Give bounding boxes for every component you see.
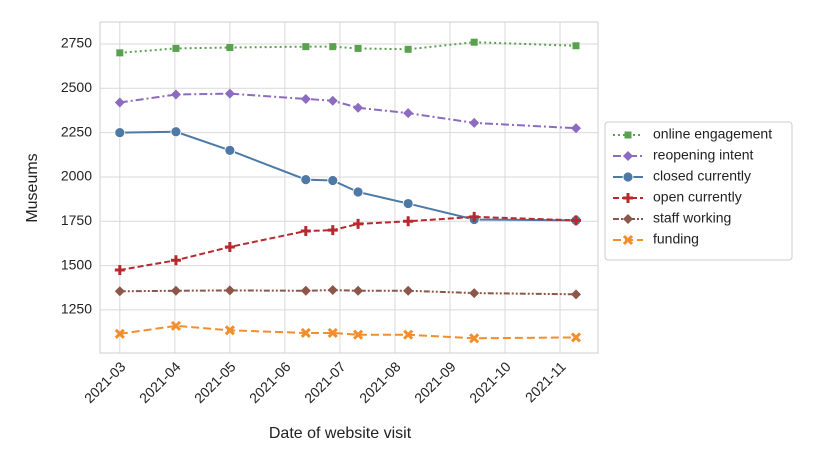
marker xyxy=(224,241,235,252)
marker xyxy=(300,226,311,237)
y-tick-label: 1500 xyxy=(61,256,92,272)
marker xyxy=(224,144,236,156)
y-tick-label: 2250 xyxy=(61,123,92,139)
marker xyxy=(623,151,633,161)
marker xyxy=(302,43,310,51)
marker xyxy=(114,286,125,297)
marker xyxy=(402,198,414,209)
marker xyxy=(469,117,480,128)
marker xyxy=(300,327,311,339)
marker xyxy=(226,44,234,52)
marker xyxy=(622,234,634,246)
marker xyxy=(300,93,311,104)
legend-label: staff working xyxy=(653,210,731,226)
marker xyxy=(572,42,580,50)
marker xyxy=(327,175,339,186)
marker xyxy=(327,285,338,296)
marker xyxy=(353,218,364,229)
marker xyxy=(224,285,235,296)
y-tick-label: 2000 xyxy=(61,168,92,184)
marker xyxy=(623,214,633,224)
legend-label: funding xyxy=(653,231,699,247)
marker xyxy=(114,97,125,108)
marker xyxy=(469,333,480,344)
marker xyxy=(570,289,581,300)
marker xyxy=(623,193,633,203)
marker xyxy=(224,325,235,336)
marker xyxy=(469,211,480,222)
y-tick-label: 2500 xyxy=(61,79,92,95)
marker xyxy=(353,102,364,113)
marker xyxy=(327,95,338,106)
legend-label: open currently xyxy=(653,189,742,205)
x-axis-label: Date of website visit xyxy=(269,425,412,442)
marker xyxy=(116,49,124,57)
marker xyxy=(327,327,338,339)
marker xyxy=(170,320,181,331)
legend-label: online engagement xyxy=(653,126,772,142)
y-axis-label: Museums xyxy=(24,153,41,222)
marker xyxy=(114,328,125,339)
marker xyxy=(354,44,362,52)
marker xyxy=(329,43,337,51)
marker xyxy=(624,131,632,139)
y-tick-label: 2750 xyxy=(61,35,92,51)
marker xyxy=(469,288,480,299)
marker xyxy=(114,127,126,139)
plot-frame xyxy=(99,21,599,354)
marker xyxy=(170,285,181,296)
marker xyxy=(403,108,414,119)
marker xyxy=(570,332,582,343)
marker xyxy=(353,329,364,340)
marker xyxy=(300,174,312,186)
marker xyxy=(172,44,180,52)
marker xyxy=(170,89,181,100)
marker xyxy=(114,265,125,276)
marker xyxy=(224,88,235,99)
marker xyxy=(403,329,414,340)
marker xyxy=(570,123,581,134)
marker xyxy=(352,186,364,198)
marker xyxy=(622,171,634,183)
y-tick-label: 1750 xyxy=(61,212,92,228)
legend-label: reopening intent xyxy=(653,147,754,163)
marker xyxy=(300,285,311,296)
series-line xyxy=(119,324,576,340)
marker xyxy=(403,216,414,227)
marker xyxy=(470,38,478,46)
marker xyxy=(403,285,414,296)
marker xyxy=(327,225,338,236)
legend-label: closed currently xyxy=(653,168,751,184)
marker xyxy=(570,215,581,226)
legend-box xyxy=(604,121,793,261)
marker xyxy=(353,285,364,296)
marker xyxy=(170,126,182,138)
y-tick-label: 1250 xyxy=(61,301,92,317)
marker xyxy=(170,255,181,266)
marker xyxy=(404,45,412,53)
